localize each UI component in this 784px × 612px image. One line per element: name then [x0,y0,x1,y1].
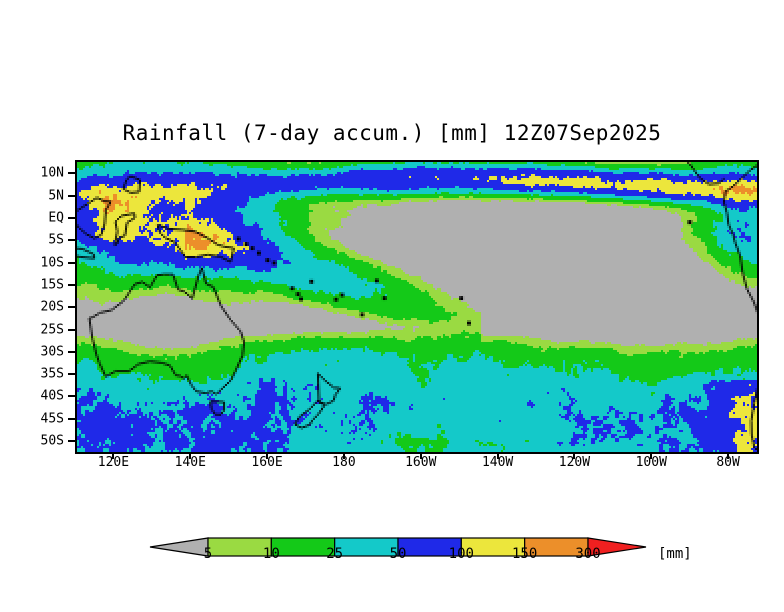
longitude-tickmarks [75,452,755,462]
longitude-tick-mark [342,452,345,459]
latitude-tick-mark [68,417,75,420]
longitude-tick-label: 140W [481,455,514,470]
latitude-tick-mark [68,261,75,264]
latitude-tick-mark [68,306,75,309]
colorbar-labels: 5 10 25 50 100 150 300 [mm] [148,546,692,568]
figure-title: Rainfall (7-day accum.) [mm] 12Z07Sep202… [122,121,662,145]
latitude-tick-mark [68,172,75,175]
latitude-tick-label: 40S [40,388,64,404]
latitude-tick-mark [68,283,75,286]
latitude-tick-label: 45S [40,411,64,427]
colorbar-swatches [149,537,647,557]
latitude-tick-mark [68,239,75,242]
longitude-tick-mark [112,452,115,459]
longitude-tick-mark [266,452,269,459]
map-plot-area [75,160,759,454]
longitude-tick-label: 140E [174,455,206,470]
latitude-tick-label: 15S [40,277,64,293]
latitude-tick-label: 10S [40,255,64,271]
rainfall-raster [77,162,757,452]
longitude-tick-label: 100W [635,455,667,470]
latitude-tick-label: 35S [40,366,64,382]
longitude-tick-mark [727,452,730,459]
latitude-tick-mark [68,194,75,197]
latitude-tick-label: 5S [48,232,64,248]
latitude-tick-mark [68,395,75,398]
longitude-tick-label: 160E [251,455,283,470]
colorbar-tick-label: 5 [203,546,213,562]
colorbar-tick-label: 150 [512,546,538,562]
colorbar [148,524,648,572]
longitude-tick-label: 120E [97,455,130,470]
latitude-tick-label: 30S [40,344,64,360]
latitude-tick-mark [68,350,75,353]
longitude-tick-label: 80W [716,455,740,470]
colorbar-tick-label: 10 [262,546,280,562]
colorbar-tick-label: 25 [326,546,344,562]
latitude-tick-mark [68,373,75,376]
longitude-tick-label: 120W [558,455,591,470]
latitude-tick-label: 25S [40,322,64,338]
colorbar-tick-label: 100 [448,546,474,562]
longitude-tick-mark [419,452,422,459]
colorbar-over-arrow [587,537,647,557]
latitude-tick-label: 50S [40,433,64,449]
colorbar-units-label: [mm] [658,546,692,562]
latitude-tick-label: EQ [48,210,64,226]
latitude-tick-mark [68,217,75,219]
latitude-tick-label: 10N [40,165,64,181]
latitude-axis-labels: 10N 5N EQ 5S 10S 15S 20S 25S 30S 35S 40S 45S 50S [0,160,70,450]
colorbar-tick-label: 300 [575,546,601,562]
longitude-tick-mark [496,452,499,459]
longitude-axis-labels: 120E 140E 160E 180 160W 140W 120W 100W 80W [75,455,755,479]
longitude-tick-mark [189,452,192,459]
latitude-tick-mark [68,440,75,443]
latitude-tickmarks [0,160,80,450]
latitude-tick-mark [68,328,75,331]
latitude-tick-label: 5N [48,188,64,204]
longitude-tick-label: 180 [332,455,356,470]
longitude-tick-mark [573,452,576,459]
longitude-tick-mark [650,452,653,459]
colorbar-tick-label: 50 [389,546,407,562]
longitude-tick-label: 160W [405,455,437,470]
latitude-tick-label: 20S [40,299,64,315]
